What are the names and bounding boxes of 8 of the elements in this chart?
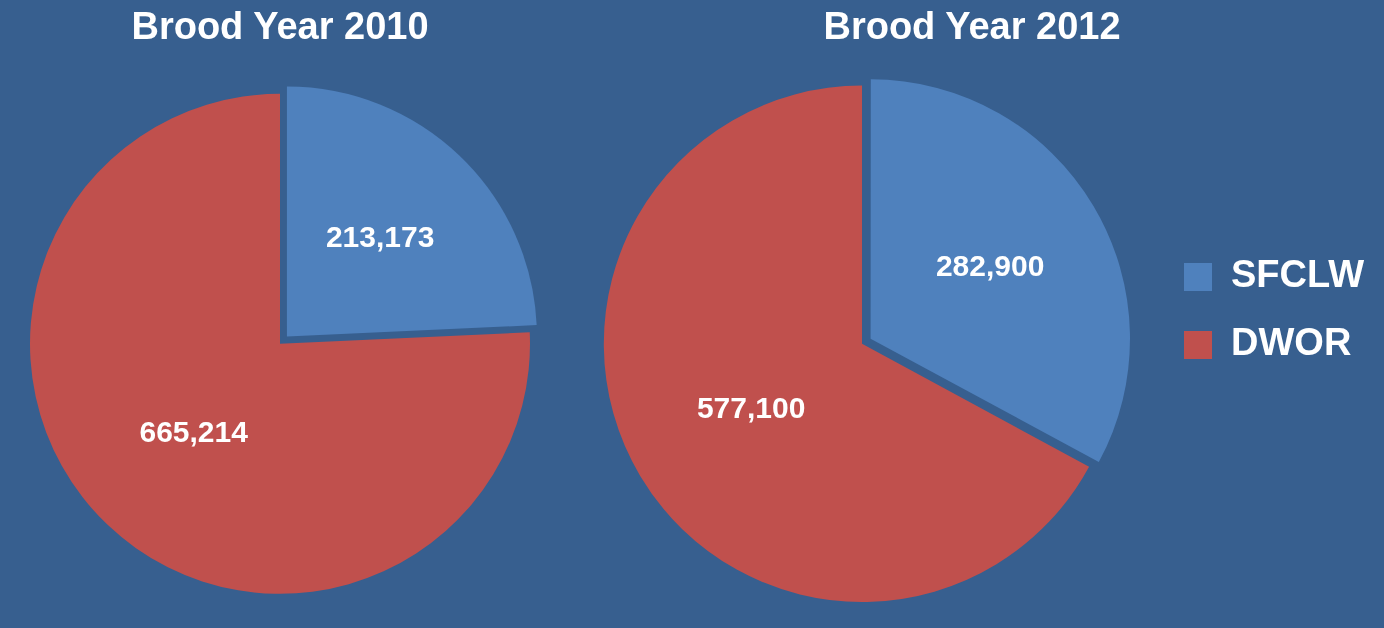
legend-label: DWOR [1231, 321, 1352, 364]
data-label: 577,100 [696, 391, 806, 425]
legend-label: SFCLW [1231, 253, 1365, 296]
chart-title: Brood Year 2012 [823, 5, 1121, 48]
data-label: 282,900 [935, 248, 1045, 282]
data-label: 213,173 [325, 220, 435, 254]
data-label: 665,214 [139, 415, 249, 449]
chart-title: Brood Year 2010 [131, 5, 429, 48]
